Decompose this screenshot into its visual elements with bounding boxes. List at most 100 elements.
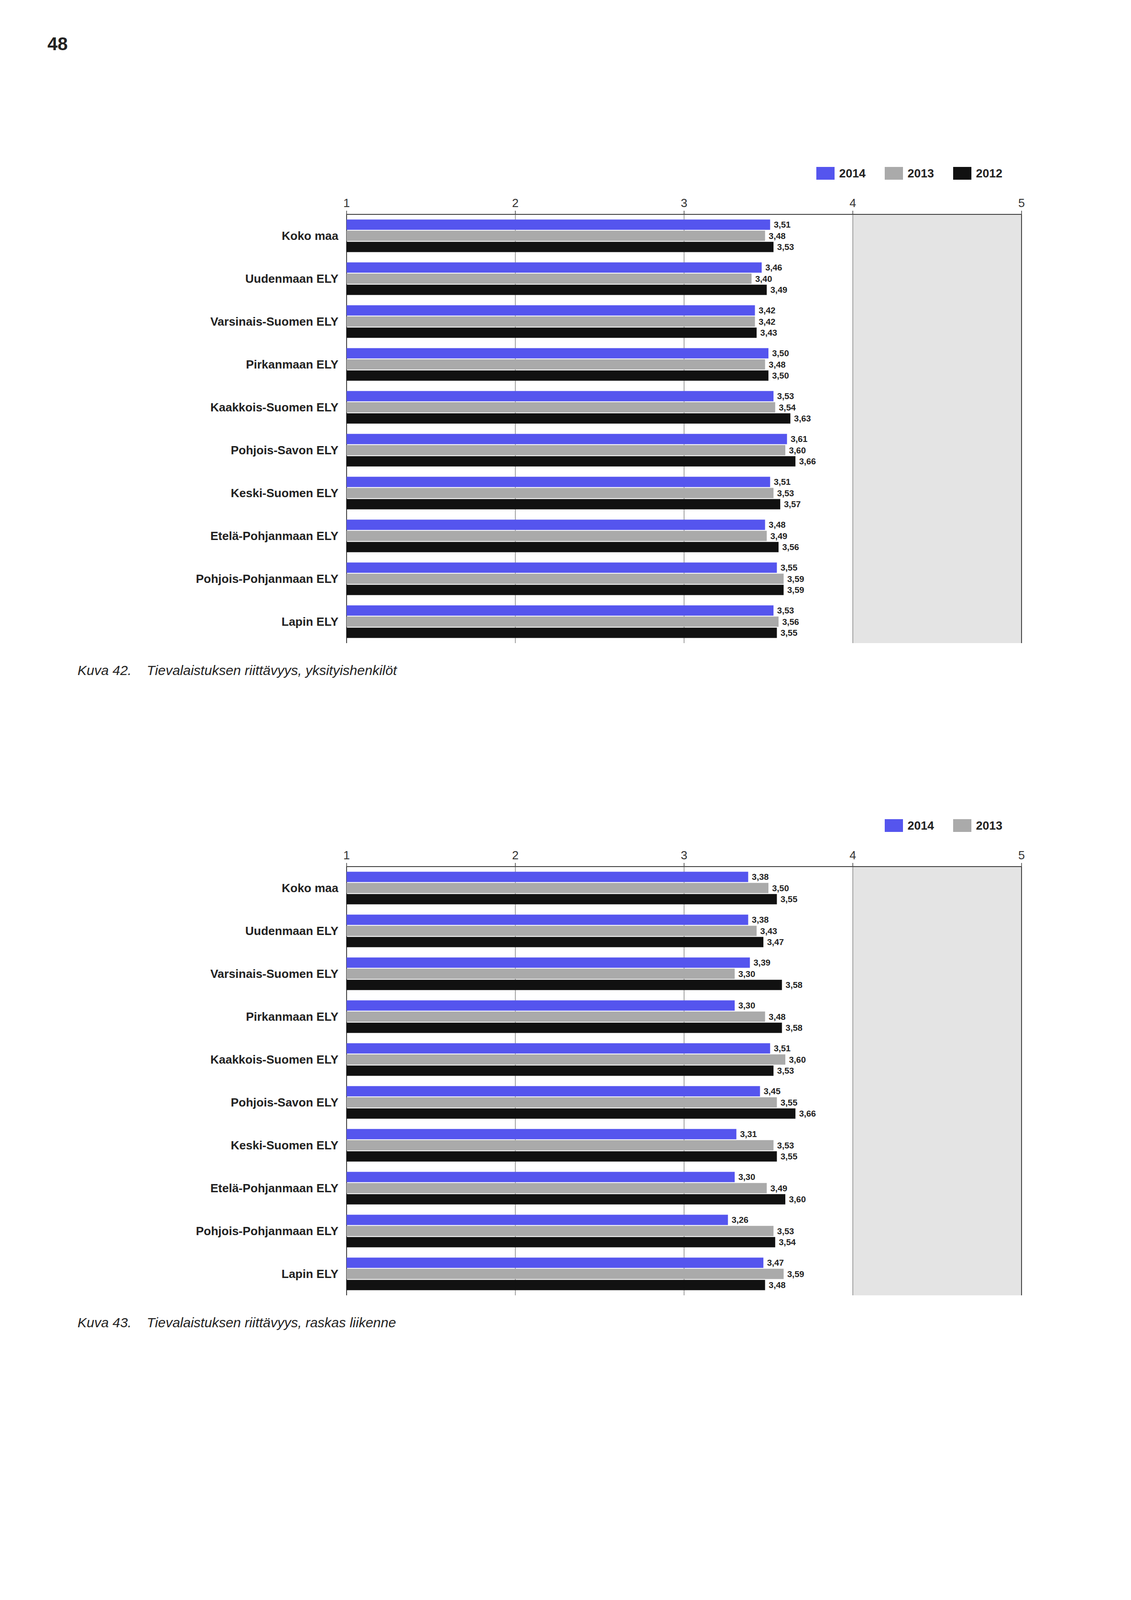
data-label: 3,53 xyxy=(777,1140,794,1151)
legend-label: 2012 xyxy=(975,166,1003,181)
bar xyxy=(346,1268,784,1280)
tick-mark xyxy=(346,862,348,867)
bar xyxy=(346,968,735,980)
data-label: 3,55 xyxy=(780,1151,798,1162)
data-label: 3,60 xyxy=(788,1194,806,1204)
data-label: 3,59 xyxy=(787,1269,805,1279)
tick-mark xyxy=(852,862,854,867)
bar xyxy=(346,925,757,937)
category-label: Keski-Suomen ELY xyxy=(230,1138,339,1152)
tick-label: 3 xyxy=(680,848,688,862)
shaded-region xyxy=(852,214,1022,644)
category-label: Uudenmaan ELY xyxy=(245,271,339,286)
background xyxy=(0,0,1131,1600)
bar xyxy=(346,390,774,402)
data-label: 3,47 xyxy=(767,937,784,947)
bar xyxy=(346,605,774,616)
category-label: Kaakkois-Suomen ELY xyxy=(210,1052,339,1067)
tick-label: 5 xyxy=(1018,848,1025,862)
bar xyxy=(346,1065,774,1076)
data-label: 3,53 xyxy=(777,242,794,252)
page: 48123453,513,483,533,463,403,493,423,423… xyxy=(0,0,1131,1600)
bar xyxy=(346,498,781,510)
data-label: 3,59 xyxy=(787,574,805,584)
bar xyxy=(346,1022,783,1033)
chart: 123453,383,503,553,383,433,473,393,303,5… xyxy=(77,818,1025,1330)
bar xyxy=(346,316,755,327)
grid-line xyxy=(1021,866,1023,1296)
shade-group xyxy=(852,866,1022,1296)
bar xyxy=(346,584,784,596)
shade-group xyxy=(852,214,1022,644)
data-label: 3,49 xyxy=(770,531,788,541)
data-label: 3,43 xyxy=(760,926,778,936)
legend-swatch xyxy=(884,166,903,180)
data-label: 3,39 xyxy=(753,957,771,968)
bar xyxy=(346,541,779,553)
tick-label: 1 xyxy=(343,848,350,862)
page-number: 48 xyxy=(47,33,68,54)
tick-label: 1 xyxy=(343,196,350,210)
bar xyxy=(346,1182,767,1194)
tick-mark xyxy=(514,862,516,867)
bar xyxy=(346,519,766,530)
data-label: 3,30 xyxy=(738,1172,756,1182)
bar xyxy=(346,305,755,316)
bar xyxy=(346,1000,735,1011)
category-label: Varsinais-Suomen ELY xyxy=(210,314,339,329)
data-label: 3,51 xyxy=(773,1043,791,1054)
data-label: 3,30 xyxy=(738,969,756,979)
data-label: 3,48 xyxy=(768,359,786,370)
data-label: 3,38 xyxy=(752,871,769,882)
data-label: 3,63 xyxy=(793,413,811,424)
legend-swatch xyxy=(953,166,972,180)
data-label: 3,48 xyxy=(768,1280,786,1290)
bar xyxy=(346,979,783,991)
data-label: 3,49 xyxy=(770,1183,788,1194)
bar xyxy=(346,562,778,573)
bar xyxy=(346,413,791,424)
bar xyxy=(346,1097,778,1108)
data-label: 3,42 xyxy=(758,316,776,327)
legend-label: 2013 xyxy=(975,818,1003,833)
data-label: 3,66 xyxy=(798,1108,816,1119)
data-label: 3,58 xyxy=(785,980,803,990)
data-label: 3,53 xyxy=(777,1226,794,1236)
bar xyxy=(346,1011,766,1023)
bar xyxy=(346,1085,761,1097)
axis-line xyxy=(346,866,1022,867)
bar xyxy=(346,914,749,925)
data-label: 3,56 xyxy=(782,542,799,552)
bar xyxy=(346,487,774,499)
bar xyxy=(346,882,769,894)
category-label: Uudenmaan ELY xyxy=(245,923,339,938)
legend-swatch xyxy=(816,166,835,180)
bar xyxy=(346,327,757,338)
tick-mark xyxy=(1021,210,1023,215)
bar xyxy=(346,1171,735,1183)
data-label: 3,60 xyxy=(788,445,806,456)
data-label: 3,48 xyxy=(768,1011,786,1022)
data-label: 3,50 xyxy=(772,370,789,381)
data-label: 3,50 xyxy=(772,883,789,893)
data-label: 3,59 xyxy=(787,585,805,595)
data-label: 3,26 xyxy=(731,1214,749,1225)
tick-mark xyxy=(683,210,685,215)
data-label: 3,43 xyxy=(760,327,778,338)
legend-label: 2014 xyxy=(839,166,866,181)
category-label: Kaakkois-Suomen ELY xyxy=(210,400,339,415)
bar xyxy=(346,1214,728,1225)
axis-line xyxy=(346,213,1022,215)
bar xyxy=(346,530,767,542)
data-label: 3,58 xyxy=(785,1022,803,1033)
tick-label: 2 xyxy=(512,196,519,210)
bar xyxy=(346,456,796,467)
bar xyxy=(346,476,771,488)
data-label: 3,55 xyxy=(780,562,798,573)
data-label: 3,48 xyxy=(768,231,786,241)
bar xyxy=(346,616,779,628)
bar xyxy=(346,1054,786,1065)
bar xyxy=(346,433,788,445)
caption: Kuva 43. Tievalaistuksen riittävyys, ras… xyxy=(77,1314,396,1330)
category-label: Pohjois-Pohjanmaan ELY xyxy=(195,571,339,586)
